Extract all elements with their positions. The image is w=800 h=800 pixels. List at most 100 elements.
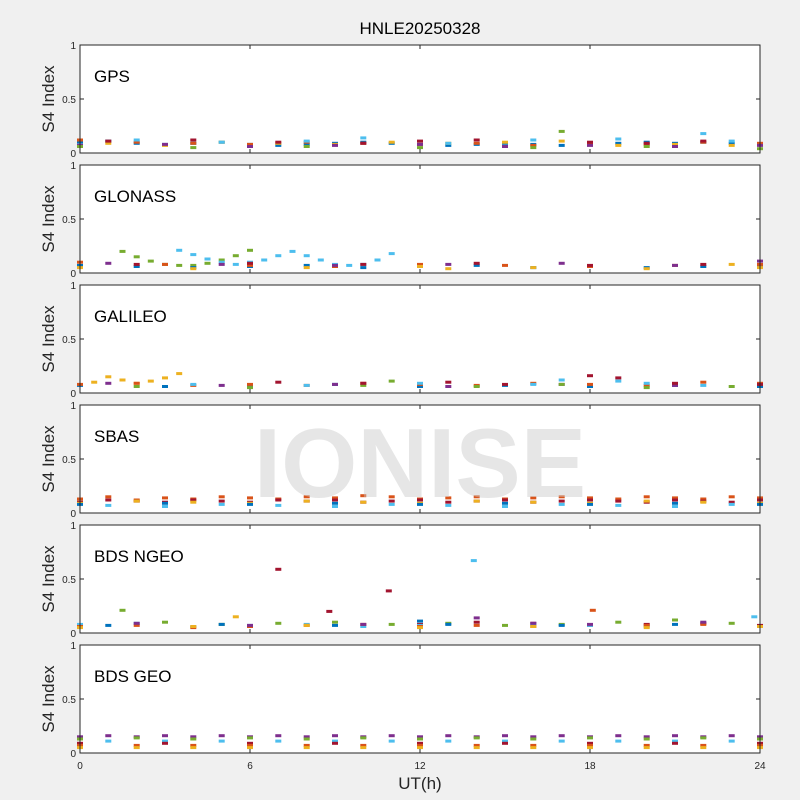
- data-point: [417, 498, 423, 502]
- data-point: [133, 381, 140, 385]
- data-point: [473, 736, 480, 740]
- data-point: [643, 383, 650, 387]
- data-point: [558, 143, 565, 147]
- plot-area: [80, 405, 760, 513]
- y-tick-label: 0: [70, 269, 76, 280]
- data-point: [473, 141, 480, 145]
- panel: 0 0.5 1 GPS S4 Index: [39, 41, 763, 160]
- data-point: [417, 381, 423, 385]
- data-point: [587, 502, 593, 506]
- panel-label: GALILEO: [94, 307, 167, 326]
- data-point: [530, 146, 537, 150]
- data-point: [558, 495, 565, 499]
- data-point: [218, 383, 225, 387]
- plot-area: [80, 165, 760, 273]
- y-tick-label: 0: [70, 509, 76, 520]
- panel: 0 0.5 1 SBAS S4 Index: [39, 401, 763, 520]
- data-point: [615, 497, 622, 501]
- data-point: [162, 505, 168, 508]
- data-point: [672, 734, 678, 738]
- data-point: [133, 499, 140, 503]
- data-point: [502, 741, 508, 745]
- data-point: [615, 379, 622, 383]
- data-point: [700, 380, 707, 384]
- data-point: [332, 498, 338, 502]
- data-point: [587, 263, 593, 267]
- data-point: [417, 139, 423, 143]
- data-point: [473, 616, 480, 620]
- data-point: [417, 735, 423, 739]
- data-point: [530, 138, 537, 142]
- data-point: [105, 495, 112, 499]
- data-point: [218, 499, 225, 503]
- data-point: [417, 502, 423, 506]
- data-point: [388, 622, 395, 626]
- data-point: [360, 136, 367, 140]
- data-point: [105, 623, 112, 627]
- data-point: [326, 609, 333, 613]
- y-tick-label: 0: [70, 629, 76, 640]
- data-point: [445, 739, 452, 743]
- data-point: [502, 382, 508, 386]
- data-point: [530, 266, 537, 270]
- panel-label: GLONASS: [94, 187, 176, 206]
- data-point: [190, 138, 197, 142]
- data-point: [643, 267, 650, 271]
- data-point: [445, 385, 452, 388]
- data-point: [728, 141, 735, 145]
- data-point: [190, 146, 197, 150]
- data-point: [417, 743, 423, 747]
- data-point: [360, 622, 367, 626]
- panel: 0 0.5 1 BDS NGEO S4 Index: [39, 521, 763, 640]
- data-point: [105, 375, 112, 379]
- data-point: [700, 500, 707, 504]
- data-point: [204, 261, 211, 265]
- data-point: [728, 262, 735, 266]
- data-point: [332, 143, 338, 147]
- y-axis-label: S4 Index: [39, 305, 58, 373]
- data-point: [672, 496, 678, 500]
- data-point: [672, 381, 678, 385]
- data-point: [133, 140, 140, 144]
- data-point: [587, 382, 593, 386]
- data-point: [587, 374, 593, 378]
- data-point: [530, 500, 537, 504]
- data-point: [643, 623, 650, 627]
- data-point: [275, 140, 282, 144]
- data-point: [218, 495, 225, 499]
- data-point: [530, 143, 537, 147]
- data-point: [247, 142, 253, 146]
- data-point: [388, 739, 395, 743]
- data-point: [247, 382, 253, 386]
- data-point: [643, 386, 650, 390]
- data-point: [473, 263, 480, 267]
- data-point: [445, 734, 452, 738]
- data-point: [332, 501, 338, 505]
- data-point: [530, 735, 537, 739]
- data-point: [587, 736, 593, 740]
- data-point: [417, 265, 423, 268]
- y-axis-label: S4 Index: [39, 65, 58, 133]
- data-point: [587, 746, 593, 750]
- data-point: [615, 739, 622, 743]
- data-point: [218, 739, 225, 743]
- data-point: [190, 267, 197, 271]
- data-point: [303, 139, 310, 143]
- data-point: [502, 498, 508, 502]
- data-point: [558, 261, 565, 265]
- data-point: [105, 261, 112, 265]
- data-point: [643, 145, 650, 148]
- data-point: [587, 143, 593, 147]
- data-point: [502, 501, 508, 505]
- data-point: [162, 741, 168, 745]
- data-point: [162, 262, 168, 266]
- data-point: [417, 142, 423, 146]
- data-point: [473, 620, 480, 624]
- data-point: [303, 254, 310, 258]
- data-point: [332, 741, 338, 745]
- data-point: [388, 502, 395, 506]
- data-point: [303, 623, 310, 627]
- data-point: [672, 505, 678, 508]
- data-point: [700, 736, 707, 740]
- y-tick-label: 1: [70, 521, 76, 532]
